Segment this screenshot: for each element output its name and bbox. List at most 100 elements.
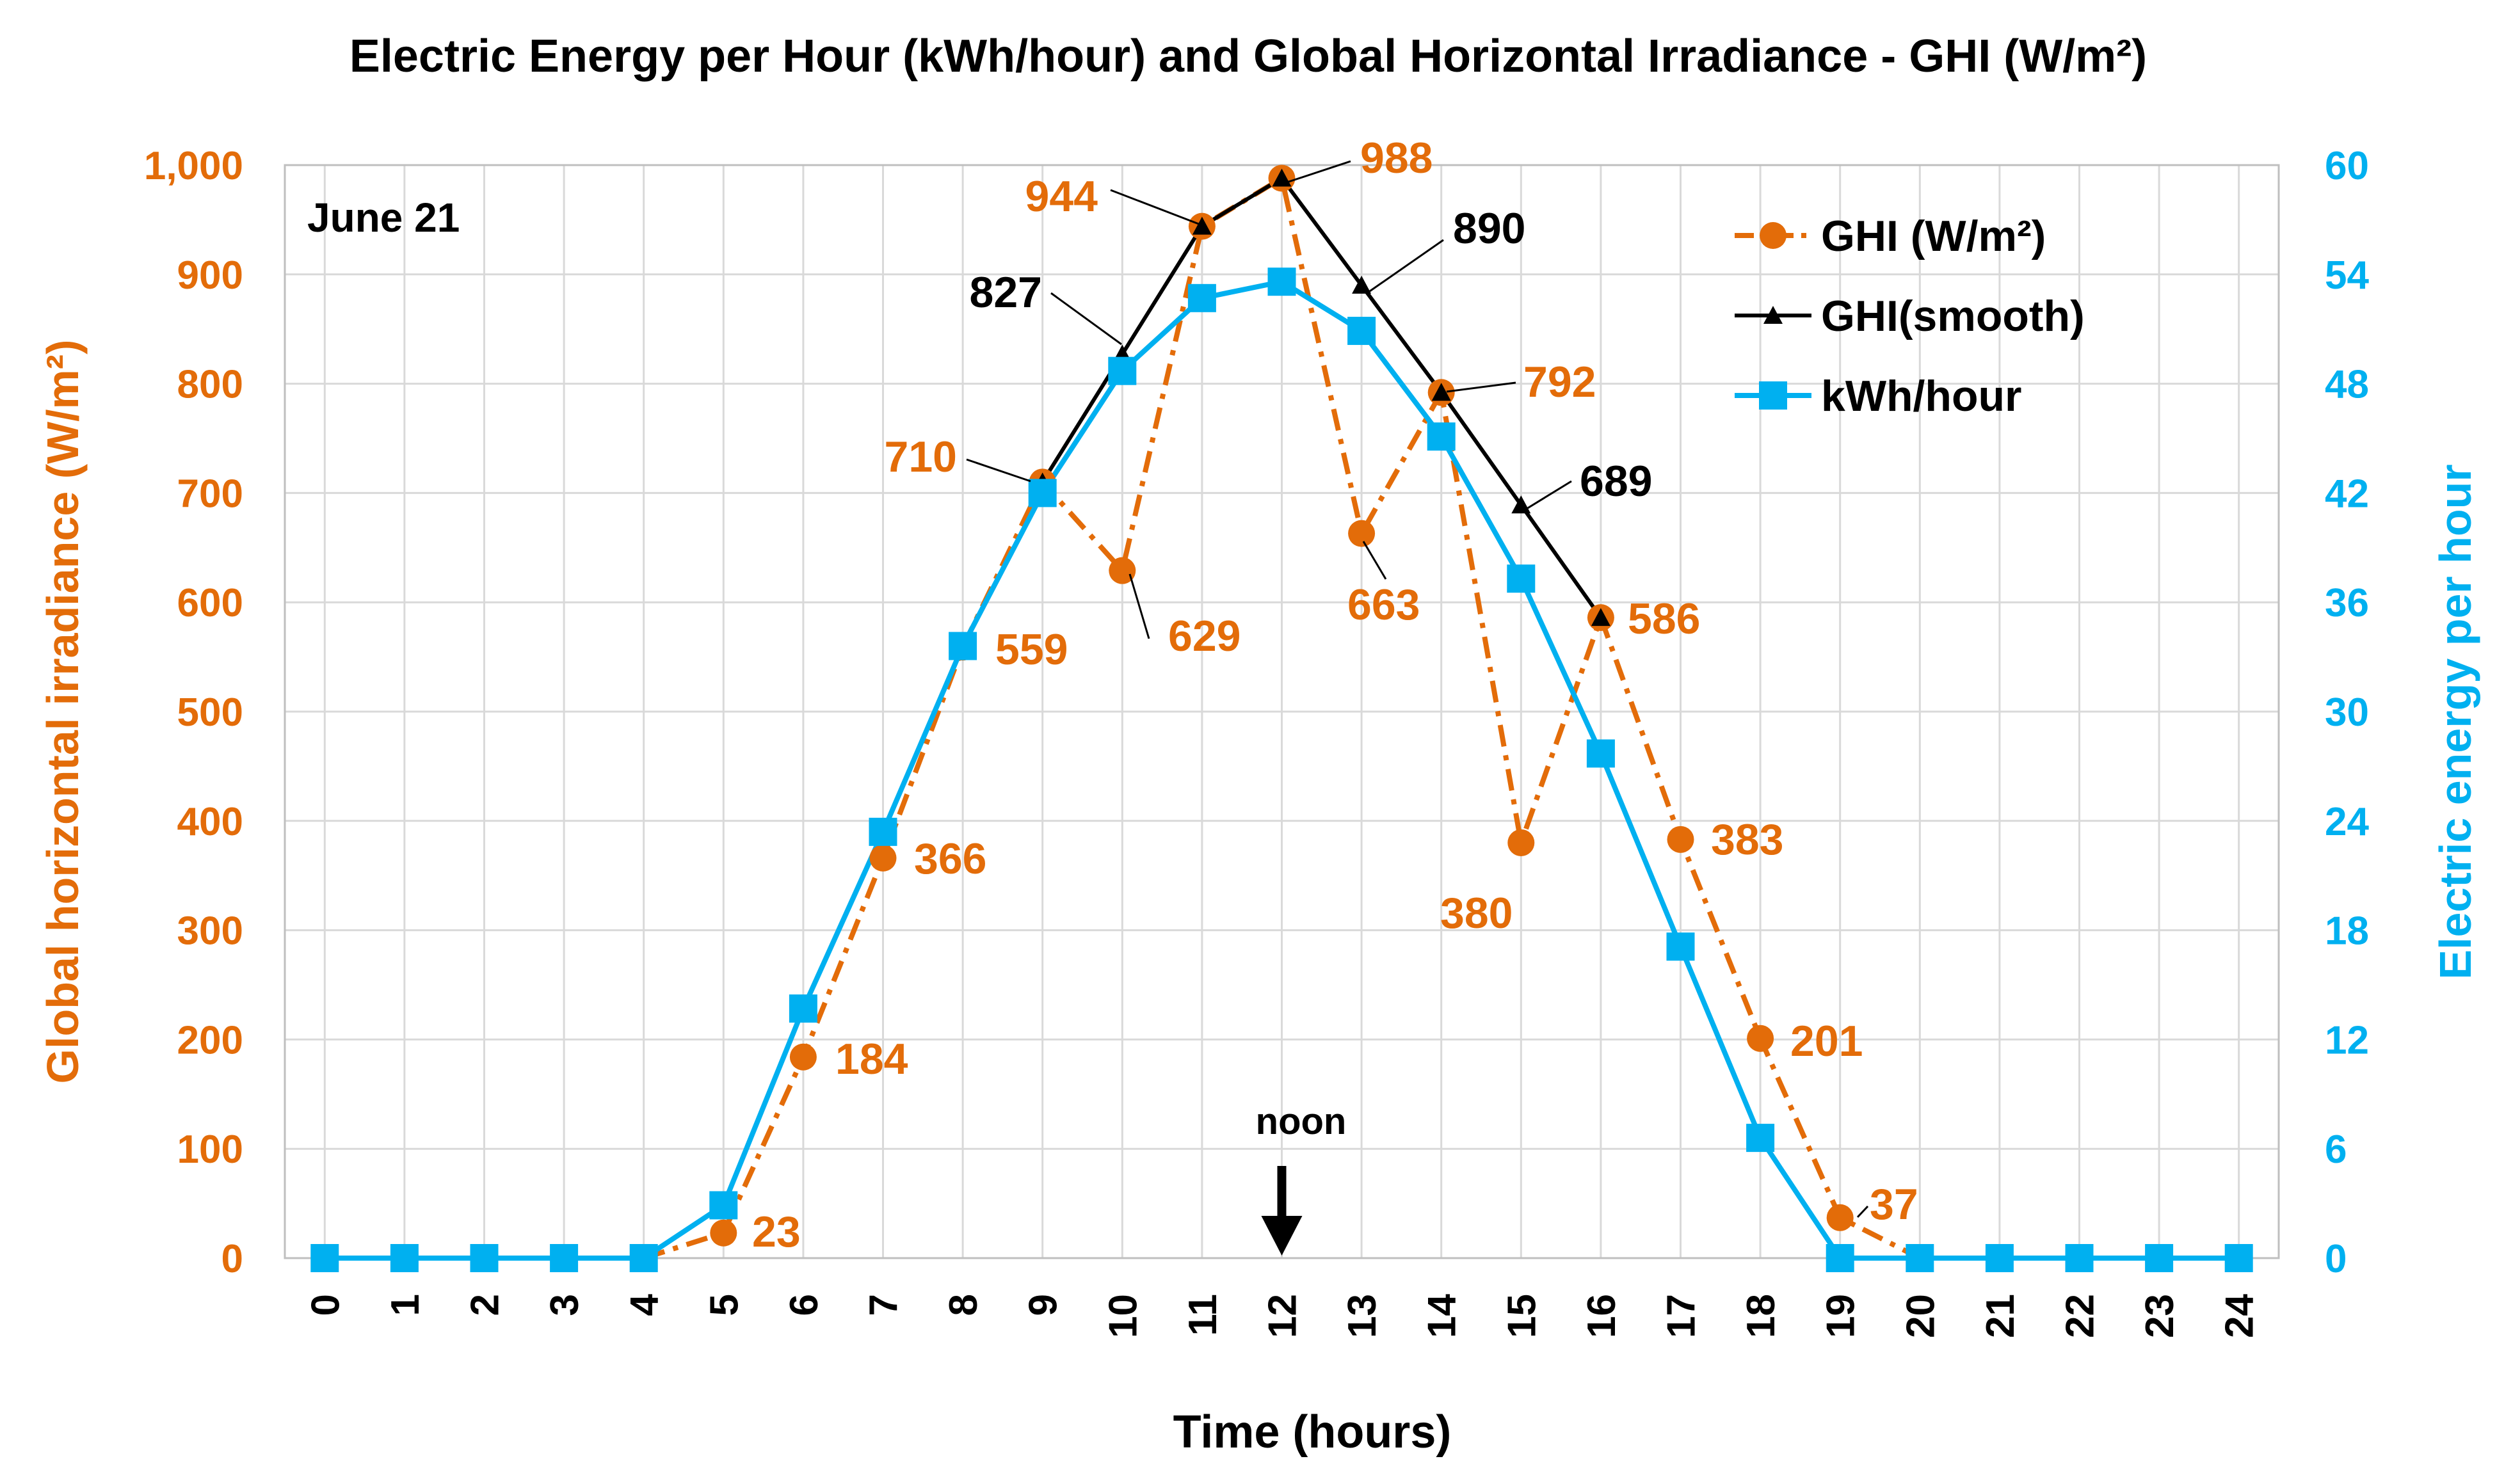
y-left-tick-label: 300 — [177, 909, 243, 953]
data-label-leader — [1128, 573, 1150, 639]
data-label-leader — [1362, 541, 1387, 580]
plot-area — [310, 164, 2253, 1272]
kwh-point — [2065, 1244, 2094, 1272]
kwh-point — [1187, 283, 1216, 312]
data-label: 663 — [1347, 580, 1420, 629]
x-tick-label: 15 — [1500, 1294, 1544, 1338]
legend-kwh-marker — [1759, 381, 1787, 410]
x-tick-label: 7 — [862, 1294, 906, 1316]
x-tick-label: 1 — [383, 1294, 428, 1316]
legend-smooth-label: GHI(smooth) — [1821, 292, 2085, 340]
data-label: 629 — [1168, 612, 1240, 660]
ghi-point — [1826, 1204, 1854, 1231]
kwh-point — [1108, 356, 1137, 385]
kwh-point — [310, 1244, 339, 1272]
y-left-axis-title: Global horizontal irradiance (W/m²) — [38, 340, 88, 1084]
ghi-smooth-point — [1431, 383, 1451, 401]
data-label-leader — [1276, 160, 1351, 187]
y-right-tick-label: 0 — [2325, 1237, 2347, 1281]
data-label: 366 — [914, 834, 986, 883]
data-label: 792 — [1523, 358, 1596, 406]
y-left-tick-label: 1,000 — [144, 144, 243, 188]
noon-arrow-head — [1261, 1216, 1303, 1256]
data-label: 37 — [1870, 1180, 1918, 1229]
kwh-point — [1347, 317, 1376, 346]
x-tick-label: 2 — [463, 1294, 508, 1316]
kwh-point — [789, 994, 817, 1023]
ghi-point — [1747, 1025, 1774, 1052]
x-tick-label: 16 — [1580, 1294, 1624, 1338]
data-label-leader — [1050, 292, 1122, 346]
x-tick-label: 23 — [2138, 1294, 2182, 1338]
data-label-leader — [1526, 480, 1572, 510]
y-right-tick-label: 42 — [2325, 472, 2369, 516]
data-label: 559 — [995, 625, 1068, 674]
ghi-point — [1507, 829, 1535, 856]
y-right-tick-label: 48 — [2325, 363, 2369, 407]
data-label: 383 — [1711, 815, 1783, 864]
ghi-point — [1109, 557, 1136, 584]
data-label-leader — [1110, 189, 1203, 227]
data-label: 23 — [752, 1208, 801, 1256]
x-tick-label: 6 — [782, 1294, 826, 1316]
data-label: 201 — [1790, 1017, 1863, 1065]
y-right-tick-label: 54 — [2325, 253, 2369, 298]
kwh-point — [1267, 267, 1296, 296]
ghi-smooth-point — [1511, 495, 1531, 514]
y-right-tick-label: 30 — [2325, 690, 2369, 735]
x-tick-label: 14 — [1420, 1293, 1465, 1337]
ghi-smooth-point — [1192, 216, 1212, 235]
y-left-tick-label: 400 — [177, 800, 243, 844]
x-tick-label: 8 — [942, 1294, 986, 1316]
kwh-point — [629, 1244, 658, 1272]
x-tick-label: 3 — [543, 1294, 587, 1316]
kwh-point — [1427, 422, 1456, 451]
y-left-tick-label: 0 — [221, 1237, 243, 1281]
y-left-tick-label: 100 — [177, 1128, 243, 1172]
ghi-point — [789, 1043, 817, 1071]
y-left-tick-label: 600 — [177, 581, 243, 625]
kwh-point — [1028, 479, 1057, 507]
x-tick-label: 21 — [1979, 1294, 2023, 1338]
data-labels: June 21 noon 23 184 366 559 710 629 944 988 663 792… — [307, 134, 1918, 1256]
kwh-point — [550, 1244, 579, 1272]
y-left-tick-label: 200 — [177, 1018, 243, 1062]
data-label: 988 — [1360, 134, 1433, 182]
legend-ghi-label: GHI (W/m²) — [1821, 212, 2046, 260]
x-tick-label: 10 — [1101, 1294, 1145, 1338]
x-axis-title: Time (hours) — [1173, 1407, 1452, 1458]
y-right-tick-label: 6 — [2325, 1128, 2347, 1172]
kwh-point — [949, 632, 977, 660]
x-tick-label: 18 — [1739, 1294, 1783, 1338]
data-label-leader — [1446, 381, 1516, 393]
x-tick-label: 4 — [623, 1293, 667, 1316]
x-tick-label: 9 — [1022, 1294, 1066, 1316]
y-right-tick-label: 24 — [2325, 800, 2369, 844]
data-label: 827 — [970, 268, 1042, 317]
data-label: 890 — [1453, 204, 1525, 253]
ghi-smooth-line — [1041, 175, 1603, 619]
kwh-point — [869, 817, 897, 846]
kwh-point — [2145, 1244, 2174, 1272]
x-tick-label: 19 — [1819, 1294, 1863, 1338]
y-left-tick-label: 500 — [177, 690, 243, 735]
data-label: 710 — [885, 433, 957, 481]
noon-annotation: noon — [1256, 1101, 1347, 1142]
legend-ghi-marker — [1760, 222, 1786, 249]
ghi-smooth-point — [1591, 608, 1610, 626]
kwh-point — [1666, 932, 1695, 961]
ghi-smooth-point — [1352, 275, 1372, 294]
x-tick-label: 11 — [1181, 1294, 1225, 1336]
legend: GHI (W/m²) GHI(smooth) kWh/hour — [1735, 212, 2085, 420]
axes: 01002003004005006007008009001,0000612182… — [38, 144, 2480, 1458]
x-tick-label: 12 — [1261, 1294, 1305, 1338]
ghi-point — [1348, 520, 1376, 547]
data-label-leader — [1856, 1205, 1869, 1218]
y-right-tick-label: 18 — [2325, 909, 2369, 953]
ghi-point — [1667, 826, 1694, 853]
kwh-point — [709, 1191, 738, 1220]
kwh-point — [1586, 739, 1615, 768]
data-label: 184 — [835, 1035, 908, 1083]
